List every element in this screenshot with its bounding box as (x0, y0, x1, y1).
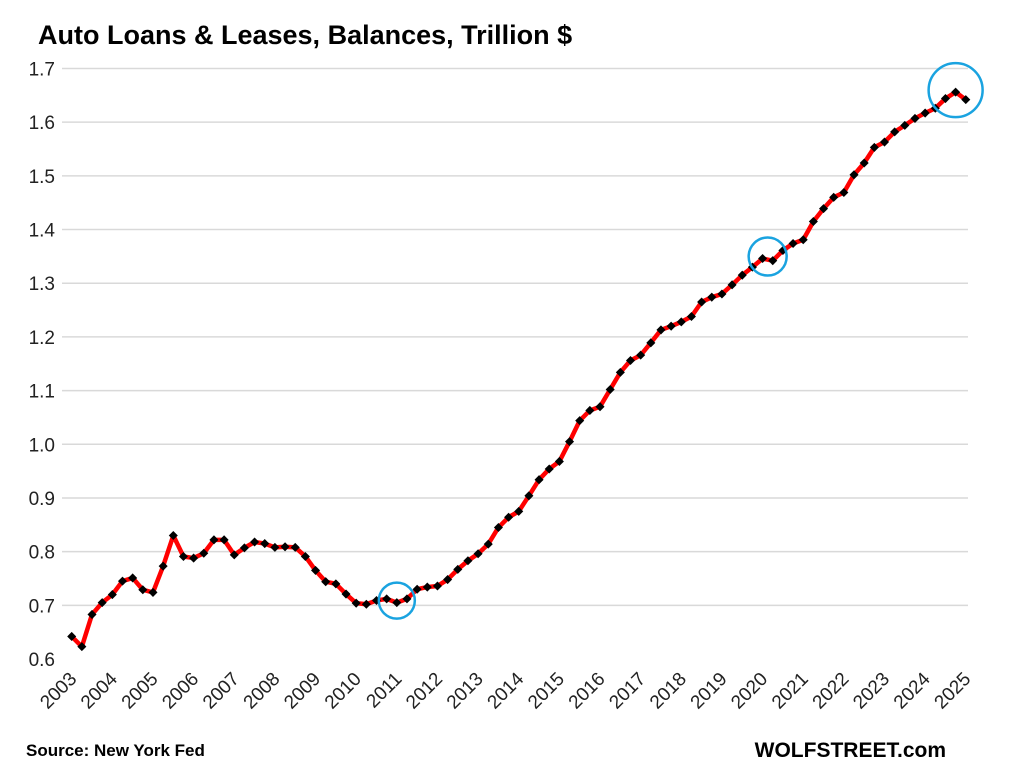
y-tick-label: 1.5 (29, 167, 55, 188)
series-auto-loans (67, 87, 971, 652)
data-point (402, 594, 412, 604)
source-note: Source: New York Fed (26, 741, 205, 760)
data-point (798, 235, 808, 245)
data-point (463, 556, 473, 566)
x-tick-label: 2021 (768, 669, 813, 714)
data-point (483, 539, 493, 549)
data-point (819, 204, 829, 214)
data-point (656, 325, 666, 335)
y-tick-label: 0.8 (29, 543, 55, 564)
x-tick-label: 2011 (363, 669, 407, 713)
y-axis-ticks: 0.6 0.7 0.8 0.9 1.0 1.1 1.2 1.3 1.4 1.5 1.6 1.7 (29, 60, 56, 672)
x-tick-label: 2006 (158, 669, 203, 714)
x-tick-label: 2020 (727, 669, 772, 714)
y-tick-label: 1.2 (29, 328, 55, 349)
x-tick-label: 2017 (605, 669, 650, 714)
y-tick-label: 1.3 (29, 274, 55, 295)
x-tick-label: 2009 (280, 669, 325, 714)
y-tick-label: 1.1 (29, 382, 55, 403)
data-point (890, 127, 900, 137)
highlight-circles (377, 61, 984, 620)
x-tick-label: 2025 (931, 669, 976, 714)
brand-watermark: WOLFSTREET.com (755, 739, 946, 762)
data-point (158, 561, 168, 571)
highlight-circle (927, 61, 984, 119)
data-point (615, 367, 625, 377)
data-point (646, 338, 656, 348)
data-point (300, 551, 310, 561)
data-point (636, 350, 646, 360)
data-point (554, 456, 564, 466)
x-tick-label: 2018 (646, 669, 691, 714)
x-tick-label: 2023 (849, 669, 894, 714)
highlight-circle (747, 236, 788, 277)
data-point (168, 531, 178, 541)
data-point (412, 584, 422, 594)
data-point (321, 577, 331, 587)
data-point (727, 280, 737, 290)
highlight-circle (377, 581, 417, 620)
x-tick-label: 2016 (565, 669, 610, 714)
data-point (422, 582, 432, 592)
data-point (493, 522, 503, 533)
data-point (219, 535, 229, 545)
data-point (625, 356, 636, 366)
data-point (382, 594, 392, 604)
data-point (737, 270, 747, 280)
data-point (697, 297, 707, 307)
data-point (67, 631, 77, 641)
x-tick-label: 2003 (36, 669, 81, 714)
y-tick-label: 1.0 (29, 435, 55, 456)
x-axis-ticks: 2003200420052006200720082009201020112012… (36, 668, 975, 713)
data-point (250, 537, 260, 547)
chart-title: Auto Loans & Leases, Balances, Trillion … (38, 20, 572, 50)
x-tick-label: 2019 (687, 669, 732, 714)
data-point (453, 564, 463, 574)
y-tick-label: 0.9 (29, 489, 55, 510)
x-tick-label: 2022 (809, 669, 854, 714)
data-point (280, 542, 290, 552)
data-point (138, 585, 148, 595)
data-point (178, 551, 188, 561)
y-tick-label: 1.7 (29, 60, 55, 81)
data-point (392, 598, 402, 608)
data-point (565, 437, 575, 447)
y-tick-label: 1.4 (29, 221, 56, 242)
data-point (514, 506, 524, 516)
data-point (473, 549, 483, 559)
y-tick-label: 1.6 (29, 113, 55, 134)
x-tick-label: 2010 (321, 669, 366, 714)
x-tick-label: 2024 (890, 668, 935, 713)
y-tick-label: 0.7 (29, 596, 55, 617)
data-point (676, 317, 686, 327)
data-point (128, 573, 138, 583)
x-tick-label: 2012 (402, 669, 447, 714)
x-tick-label: 2005 (118, 669, 163, 714)
data-point (290, 542, 300, 552)
x-tick-label: 2008 (240, 669, 285, 714)
data-point (311, 565, 321, 575)
x-tick-label: 2014 (484, 668, 529, 713)
data-point (544, 464, 554, 474)
x-tick-label: 2007 (199, 669, 244, 714)
data-point (707, 292, 717, 302)
x-tick-label: 2015 (524, 669, 569, 714)
x-tick-label: 2004 (77, 668, 122, 713)
data-point (910, 113, 920, 123)
data-point (717, 289, 727, 299)
gridlines (62, 67, 968, 607)
x-tick-label: 2013 (443, 669, 488, 714)
y-tick-label: 0.6 (29, 650, 55, 671)
